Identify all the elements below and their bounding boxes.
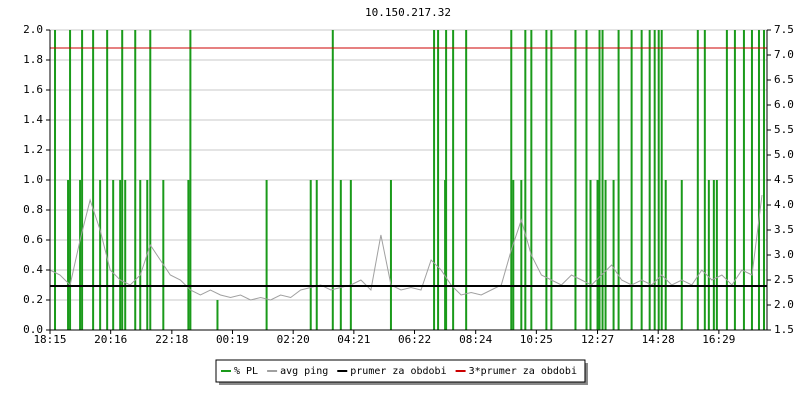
x-tick-label: 04:21 xyxy=(337,333,370,346)
legend-label: prumer za obdobi xyxy=(350,366,446,377)
y2-tick-label: 7.5 xyxy=(774,23,794,36)
y-tick-label: 0.4 xyxy=(23,263,43,276)
y2-tick-label: 2.5 xyxy=(774,273,794,286)
x-tick-label: 00:19 xyxy=(216,333,249,346)
y2-tick-label: 7.0 xyxy=(774,48,794,61)
y-tick-label: 1.4 xyxy=(23,113,43,126)
x-tick-label: 16:29 xyxy=(702,333,735,346)
legend: % PL avg ping prumer za obdobi 3*prumer za … xyxy=(215,359,588,385)
chart-title: 10.150.217.32 xyxy=(365,6,451,19)
y-tick-label: 0.0 xyxy=(23,323,43,336)
y-tick-label: 0.6 xyxy=(23,233,43,246)
x-tick-label: 06:22 xyxy=(398,333,431,346)
x-tick-label: 20:16 xyxy=(94,333,127,346)
y2-tick-label: 1.5 xyxy=(774,323,794,336)
y2-tick-label: 4.0 xyxy=(774,198,794,211)
y-tick-label: 2.0 xyxy=(23,23,43,36)
legend-label: % PL xyxy=(234,366,258,377)
x-tick-label: 14:28 xyxy=(642,333,675,346)
legend-box xyxy=(215,359,586,383)
y-tick-label: 1.0 xyxy=(23,173,43,186)
y2-tick-label: 6.0 xyxy=(774,98,794,111)
y-tick-label: 1.2 xyxy=(23,143,43,156)
y-tick-label: 0.2 xyxy=(23,293,43,306)
x-tick-label: 12:27 xyxy=(581,333,614,346)
legend-label: 3*prumer za obdobi xyxy=(469,366,577,377)
y-tick-label: 1.6 xyxy=(23,83,43,96)
y2-tick-label: 3.5 xyxy=(774,223,794,236)
x-tick-label: 18:15 xyxy=(33,333,66,346)
y2-tick-label: 2.0 xyxy=(774,298,794,311)
y2-tick-label: 3.0 xyxy=(774,248,794,261)
x-tick-label: 02:20 xyxy=(277,333,310,346)
ping-line xyxy=(49,194,763,301)
x-tick-label: 08:24 xyxy=(459,333,492,346)
x-tick-label: 22:18 xyxy=(155,333,188,346)
legend-label: avg ping xyxy=(280,366,328,377)
y2-tick-label: 4.5 xyxy=(774,173,794,186)
y-tick-label: 1.8 xyxy=(23,53,43,66)
y2-tick-label: 6.5 xyxy=(774,73,794,86)
x-tick-label: 10:25 xyxy=(520,333,553,346)
y-tick-label: 0.8 xyxy=(23,203,43,216)
y2-tick-label: 5.5 xyxy=(774,123,794,136)
y2-tick-label: 5.0 xyxy=(774,148,794,161)
